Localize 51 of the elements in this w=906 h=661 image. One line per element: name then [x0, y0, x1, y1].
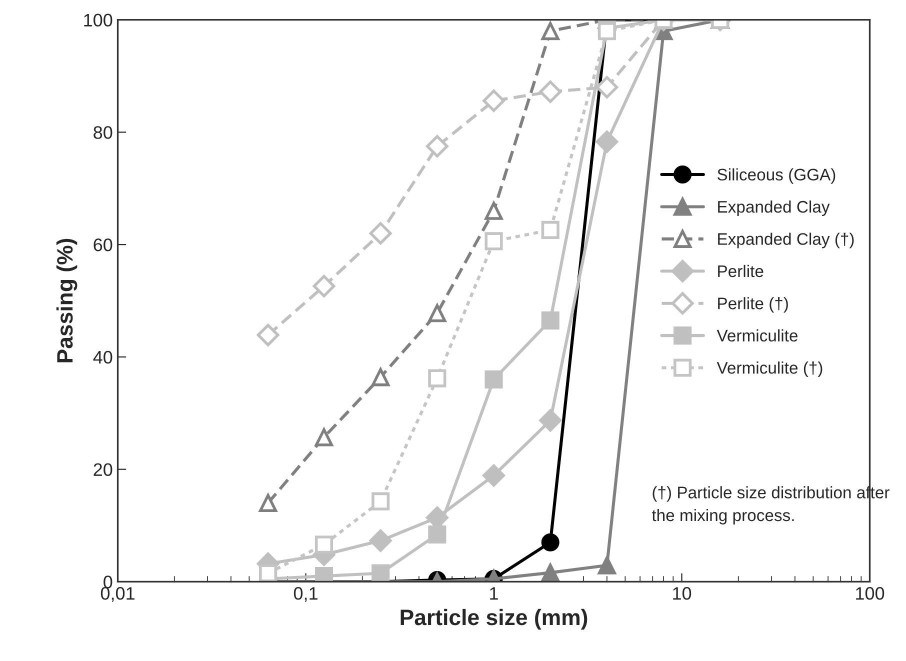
point: [372, 368, 390, 386]
point: [541, 220, 560, 239]
legend-label: Perlite (†): [718, 297, 788, 313]
point: [541, 22, 560, 40]
y-tick-label: 0: [104, 576, 112, 588]
point: [314, 536, 334, 554]
point: [369, 222, 392, 245]
legend-label: Vermiculite: [716, 329, 798, 342]
x-tick-label: 0,1: [294, 587, 318, 602]
legend-label: Siliceous (GGA): [717, 168, 836, 184]
point: [256, 324, 280, 346]
point: [539, 80, 562, 103]
y-axis-title: Passing (%): [56, 238, 78, 362]
legend-label: Expanded Clay: [718, 200, 830, 216]
point: [596, 130, 618, 153]
point: [314, 428, 334, 446]
point: [541, 533, 560, 552]
point: [484, 232, 503, 250]
point: [426, 135, 448, 158]
point: [482, 464, 505, 487]
point: [369, 529, 392, 552]
point: [428, 525, 446, 544]
point: [428, 304, 446, 322]
point: [312, 274, 336, 298]
point: [428, 369, 446, 388]
point: [541, 311, 560, 330]
y-tick-label: 60: [94, 238, 112, 252]
legend-label: Expanded Clay (†): [718, 232, 854, 248]
legend-label: Vermiculite (†): [716, 362, 822, 378]
y-tick-label: 100: [84, 14, 112, 27]
point: [372, 564, 390, 582]
point: [539, 409, 562, 432]
legend-label: Perlite: [718, 264, 764, 278]
y-tick-label: 40: [93, 350, 112, 364]
point: [259, 494, 278, 512]
point: [482, 90, 505, 112]
y-tick-label: 20: [94, 463, 112, 476]
point: [314, 567, 334, 582]
point: [484, 370, 503, 388]
x-tick-label: 0,01: [100, 587, 134, 602]
point: [598, 556, 616, 574]
x-axis-title: Particle size (mm): [400, 608, 588, 630]
y-tick-label: 80: [94, 126, 112, 139]
point: [596, 76, 618, 98]
x-tick-label: 10: [673, 587, 692, 600]
point: [372, 492, 390, 510]
x-tick-label: 1: [490, 587, 498, 600]
point: [541, 564, 560, 582]
x-tick-label: 100: [856, 587, 884, 600]
point: [598, 22, 616, 40]
point: [484, 202, 503, 220]
